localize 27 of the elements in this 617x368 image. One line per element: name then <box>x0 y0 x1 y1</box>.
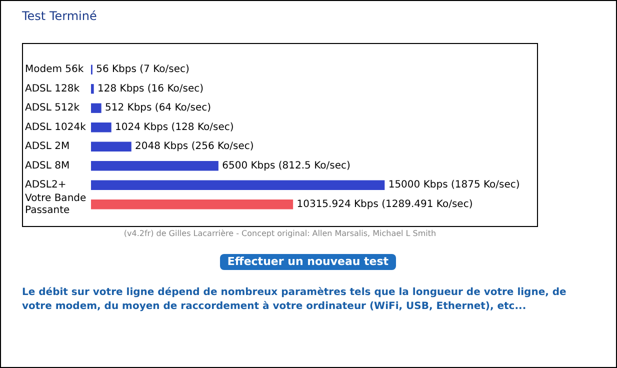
y-tick-label: ADSL2+ <box>25 180 66 191</box>
y-tick-label: ADSL 128k <box>25 83 80 94</box>
data-label: 2048 Kbps (256 Ko/sec) <box>135 141 254 152</box>
data-label: 10315.924 Kbps (1289.491 Ko/sec) <box>296 198 473 210</box>
text: Le débit sur votre ligne dépend de nombreux paramètres tels que la longueur de votre ligne, de votre modem, du moyen de raccordement à votre ordinateur (WiFi, USB, Ethernet), etc... <box>22 286 568 314</box>
chart-title: Test Terminé <box>22 9 97 23</box>
bar <box>91 161 218 171</box>
y-tick-label: ADSL 2M <box>25 141 70 152</box>
data-label: 15000 Kbps (1875 Ko/sec) <box>388 180 520 191</box>
y-tick-label: Modem 56k <box>25 64 84 76</box>
data-label: 512 Kbps (64 Ko/sec) <box>105 102 212 114</box>
data-label: 128 Kbps (16 Ko/sec) <box>98 83 204 94</box>
y-tick-label: ADSL 8M <box>25 160 70 172</box>
data-label: 1024 Kbps (128 Ko/sec) <box>115 122 234 133</box>
text: Effectuer un nouveau test <box>220 254 396 270</box>
bar <box>91 142 132 152</box>
data-label: 56 Kbps (7 Ko/sec) <box>96 64 190 76</box>
bar <box>91 84 94 94</box>
y-tick-label: Votre Bande Passante <box>25 192 86 216</box>
data-label: 6500 Kbps (812.5 Ko/sec) <box>222 160 350 172</box>
text: (v4.2fr) de Gilles Lacarrière - Concept original: Allen Marsalis, Michael L Smith <box>122 229 438 238</box>
y-tick-label: ADSL 512k <box>25 102 80 114</box>
bar <box>91 103 102 113</box>
bar <box>91 180 385 190</box>
bar <box>91 200 294 210</box>
y-tick-label: ADSL 1024k <box>25 122 86 133</box>
bar <box>91 122 112 132</box>
